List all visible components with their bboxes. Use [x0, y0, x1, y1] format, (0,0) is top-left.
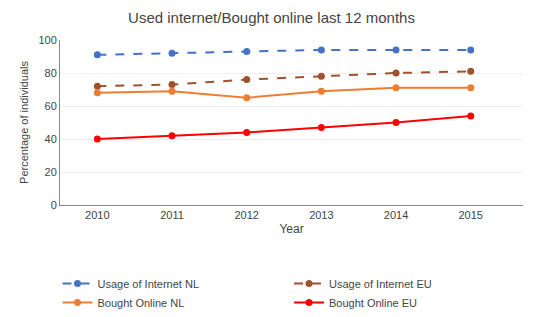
svg-text:2012: 2012	[234, 209, 258, 221]
svg-text:2015: 2015	[458, 209, 482, 221]
svg-text:40: 40	[45, 133, 57, 145]
svg-text:100: 100	[38, 34, 56, 46]
svg-text:2011: 2011	[160, 209, 184, 221]
svg-text:2014: 2014	[384, 209, 408, 221]
svg-text:2013: 2013	[309, 209, 333, 221]
svg-text:2010: 2010	[85, 209, 109, 221]
svg-text:Percentage of individuals: Percentage of individuals	[18, 61, 30, 184]
svg-text:20: 20	[45, 166, 57, 178]
svg-text:Year: Year	[279, 222, 303, 236]
svg-text:60: 60	[45, 100, 57, 112]
svg-text:Usage of Internet EU: Usage of Internet EU	[329, 278, 432, 290]
svg-text:0: 0	[51, 199, 57, 211]
svg-text:Bought Online NL: Bought Online NL	[98, 297, 185, 309]
svg-text:80: 80	[45, 67, 57, 79]
svg-text:Used internet/Bought online la: Used internet/Bought online last 12 mont…	[128, 9, 415, 26]
svg-text:Usage of Internet NL: Usage of Internet NL	[98, 278, 200, 290]
svg-text:Bought Online EU: Bought Online EU	[329, 297, 417, 309]
